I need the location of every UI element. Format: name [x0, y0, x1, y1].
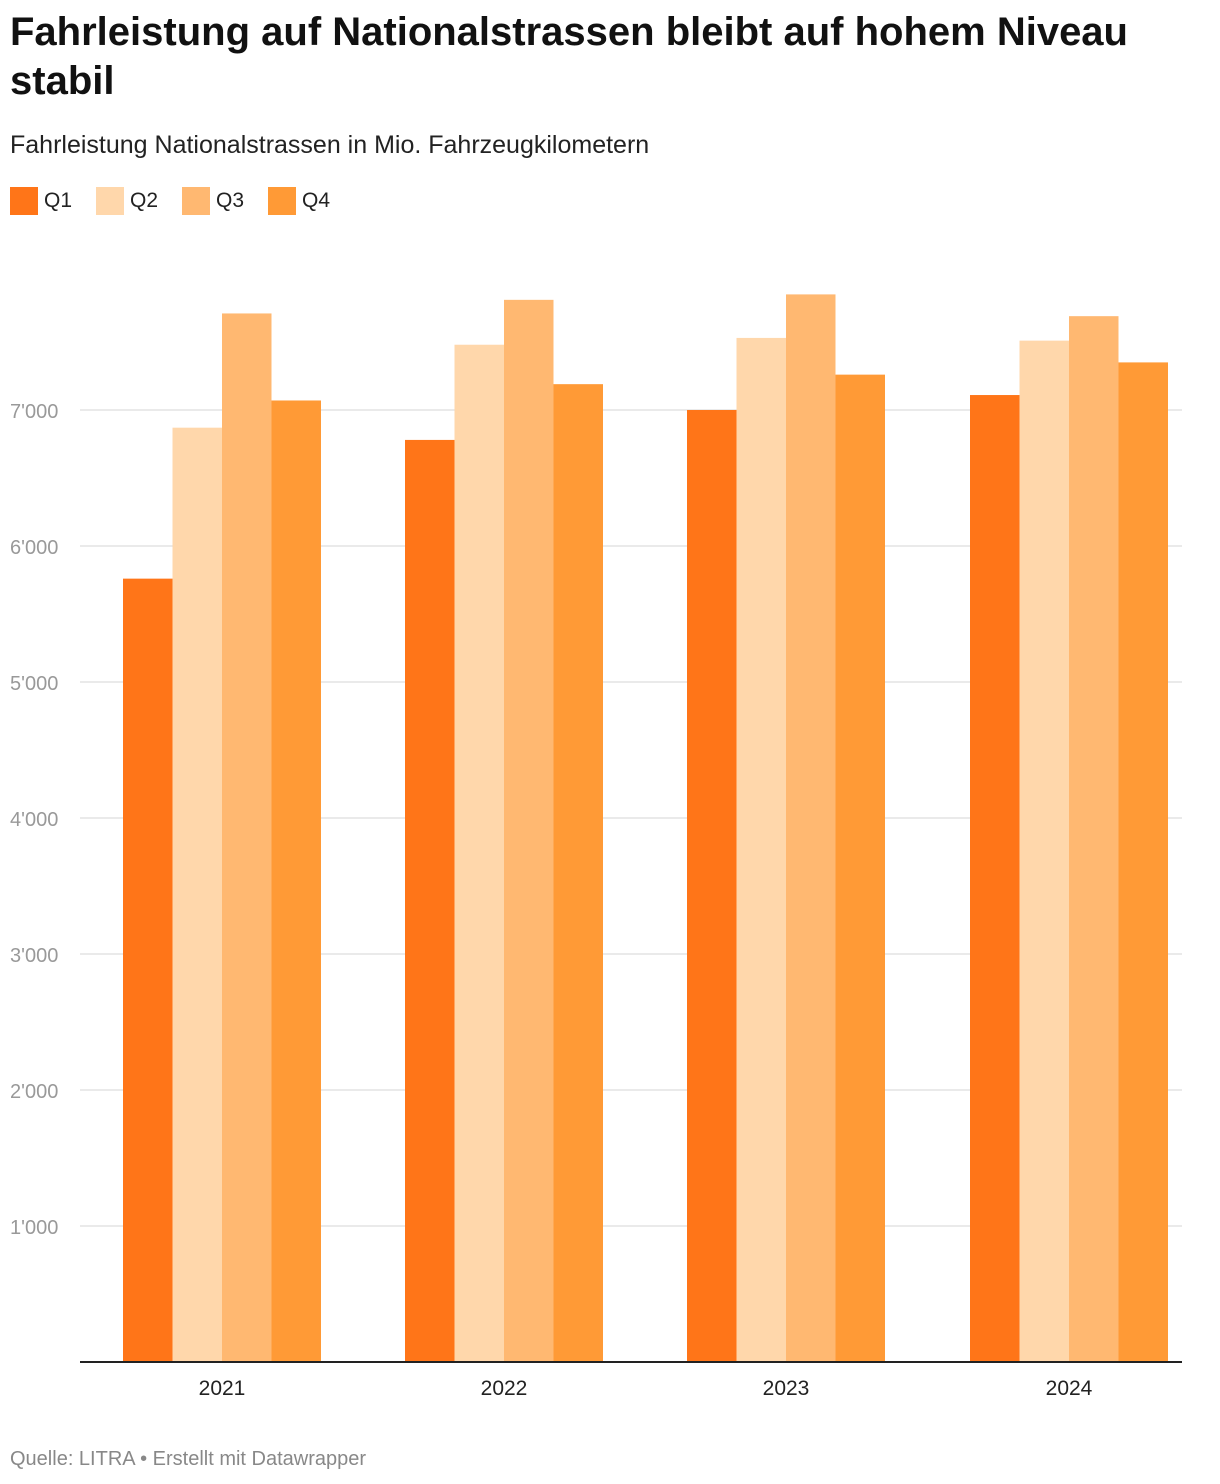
- bar-2024-q1: [970, 395, 1020, 1362]
- y-tick-label-4000: 4'000: [10, 809, 58, 831]
- legend-swatch-q2: [96, 187, 125, 215]
- y-tick-label-3000: 3'000: [10, 945, 58, 967]
- bar-2022-q3: [504, 299, 554, 1363]
- credit-label: Erstellt mit Datawrapper: [152, 1448, 367, 1470]
- bar-2022-q2: [454, 344, 504, 1363]
- chart-subtitle: Fahrleistung Nationalstrassen in Mio. Fa…: [10, 131, 650, 159]
- bar-2024-q4: [1118, 362, 1168, 1362]
- legend-swatch-q1: [10, 187, 38, 215]
- legend-item-q4: Q4: [268, 187, 330, 215]
- legend-item-q2: Q2: [96, 187, 158, 215]
- y-tick-label-7000: 7'000: [10, 401, 58, 423]
- legend-item-q1: Q1: [10, 187, 72, 215]
- x-tick-label-2022: 2022: [481, 1377, 528, 1400]
- bar-2024-q2: [1019, 340, 1069, 1362]
- footer-separator: •: [134, 1448, 153, 1470]
- bar-2023-q3: [786, 294, 836, 1362]
- legend-label-q1: Q1: [44, 189, 73, 212]
- legend-swatch-q3: [182, 187, 211, 215]
- bar-2021-q4: [271, 400, 321, 1363]
- bar-2021-q2: [172, 427, 222, 1362]
- bar-2023-q4: [835, 374, 885, 1362]
- legend-swatch-q4: [268, 187, 297, 215]
- bar-2022-q1: [405, 439, 455, 1362]
- legend-label-q2: Q2: [130, 189, 159, 212]
- y-tick-label-6000: 6'000: [10, 537, 58, 559]
- x-tick-label-2021: 2021: [199, 1377, 246, 1400]
- bar-2023-q1: [687, 410, 737, 1362]
- x-tick-label-2023: 2023: [763, 1377, 810, 1400]
- bar-chart: 1'000 2'000 3'000 4'000 5'000 6'000 7'000 2021 2…: [10, 294, 1182, 1400]
- bar-2021-q3: [222, 313, 272, 1363]
- bar-2022-q4: [553, 384, 603, 1362]
- legend-item-q3: Q3: [182, 187, 244, 215]
- bar-2023-q2: [736, 337, 786, 1362]
- y-tick-label-5000: 5'000: [10, 673, 58, 695]
- source-label: Quelle: LITRA: [10, 1448, 135, 1470]
- footer: Quelle: LITRA • Erstellt mit Datawrapper: [10, 1448, 366, 1471]
- bar-2021-q1: [123, 578, 173, 1362]
- legend-label-q3: Q3: [216, 189, 245, 212]
- bar-2024-q3: [1069, 316, 1119, 1362]
- x-tick-label-2024: 2024: [1046, 1377, 1093, 1400]
- y-tick-label-1000: 1'000: [10, 1217, 58, 1239]
- chart-title: Fahrleistung auf Nationalstrassen bleibt…: [10, 10, 1128, 103]
- y-tick-label-2000: 2'000: [10, 1081, 58, 1103]
- legend-label-q4: Q4: [302, 189, 331, 212]
- legend: Q1 Q2 Q3 Q4: [10, 186, 354, 216]
